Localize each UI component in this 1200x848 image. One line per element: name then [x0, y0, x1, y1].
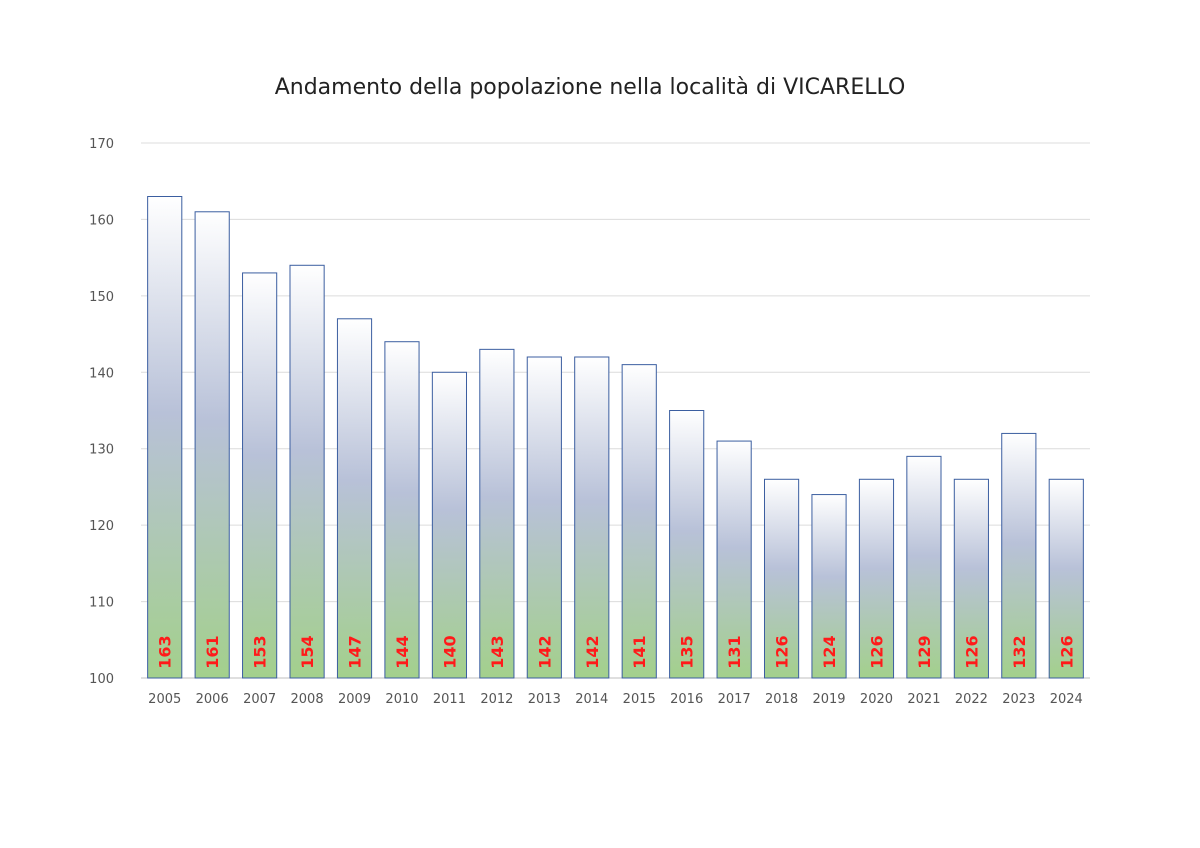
data-label: 144: [393, 635, 412, 668]
y-tick-label: 160: [89, 213, 114, 228]
x-tick-label: 2014: [575, 692, 608, 707]
data-label: 126: [1057, 635, 1076, 668]
data-label: 154: [298, 635, 317, 668]
bars: 163 161 153 154 147 144 140 143 142 142 141 135 131 1…: [147, 196, 1084, 679]
y-axis: 100 110 120 130 140 150 160 170: [89, 137, 114, 687]
bar: [858, 478, 895, 679]
bar: [526, 356, 562, 679]
bar: [194, 211, 230, 679]
x-tick-label: 2022: [955, 692, 988, 707]
x-axis: 2005 2006 2007 2008 2009 2010 2011 2012 2013 2014…: [148, 692, 1083, 707]
bar: [147, 196, 183, 679]
bar: [1001, 432, 1037, 679]
data-label: 129: [915, 635, 934, 668]
x-tick-label: 2017: [718, 692, 751, 707]
x-tick-label: 2013: [528, 692, 561, 707]
x-tick-label: 2011: [433, 692, 466, 707]
y-tick-label: 130: [89, 443, 114, 458]
x-tick-label: 2019: [812, 692, 845, 707]
bar: [811, 494, 847, 679]
x-tick-label: 2023: [1002, 692, 1035, 707]
bar: [1048, 478, 1084, 679]
data-label: 131: [725, 635, 744, 668]
x-tick-label: 2008: [291, 692, 324, 707]
bar: [716, 440, 752, 679]
data-label: 132: [1010, 635, 1029, 668]
data-label: 126: [867, 635, 886, 668]
gridlines: [141, 142, 1090, 679]
data-label: 147: [346, 635, 365, 668]
y-tick-label: 110: [89, 596, 114, 611]
x-tick-label: 2007: [243, 692, 276, 707]
y-tick-label: 120: [89, 519, 114, 534]
bar: [431, 371, 468, 679]
bar: [336, 318, 373, 679]
data-label: 126: [773, 635, 792, 668]
x-tick-label: 2012: [480, 692, 513, 707]
y-tick-label: 150: [89, 290, 114, 305]
x-tick-label: 2016: [670, 692, 703, 707]
data-label: 163: [156, 635, 175, 668]
bar: [242, 272, 278, 679]
data-label: 161: [203, 635, 222, 668]
data-label: 141: [630, 635, 649, 668]
bar: [906, 455, 942, 679]
data-label: 143: [488, 635, 507, 668]
bar: [384, 341, 420, 679]
x-tick-label: 2009: [338, 692, 371, 707]
bar: [479, 348, 515, 679]
data-label: 142: [583, 635, 602, 668]
y-tick-label: 140: [89, 366, 114, 381]
x-tick-label: 2005: [148, 692, 181, 707]
bar: [763, 478, 800, 679]
x-tick-label: 2024: [1050, 692, 1083, 707]
x-tick-label: 2006: [196, 692, 229, 707]
bar: [574, 356, 610, 679]
data-label: 126: [962, 635, 981, 668]
y-tick-label: 170: [89, 137, 114, 152]
x-tick-label: 2020: [860, 692, 893, 707]
data-label: 142: [535, 635, 554, 668]
bar: [289, 264, 325, 679]
x-tick-label: 2010: [385, 692, 418, 707]
y-tick-label: 100: [89, 672, 114, 687]
x-tick-label: 2021: [907, 692, 940, 707]
bar: [621, 364, 657, 679]
x-tick-label: 2015: [623, 692, 656, 707]
bar: [669, 410, 705, 679]
chart-title: Andamento della popolazione nella locali…: [274, 75, 906, 100]
data-label: 140: [440, 635, 459, 668]
data-label: 124: [820, 635, 839, 668]
bar: [953, 478, 989, 679]
x-tick-label: 2018: [765, 692, 798, 707]
data-label: 135: [678, 635, 697, 668]
data-label: 153: [251, 635, 270, 668]
